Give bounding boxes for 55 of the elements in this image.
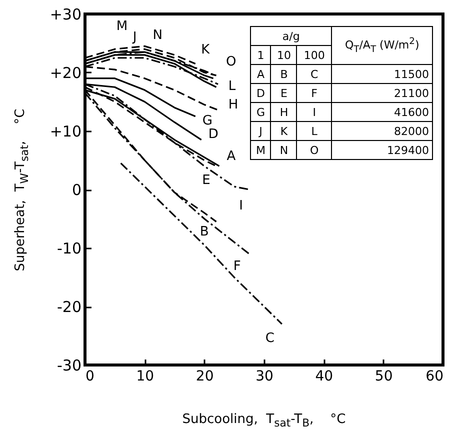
annotation: I [296, 102, 332, 122]
annotation: K [270, 122, 297, 140]
annotation: L [228, 79, 236, 94]
x-tick-label: 10 [136, 368, 154, 384]
annotation: E [202, 173, 210, 188]
annotation: C [296, 64, 332, 84]
annotation: H [228, 98, 238, 113]
y-tick-label: +20 [50, 64, 82, 82]
annotation: 10 [270, 46, 297, 64]
annotation: J [250, 122, 271, 140]
y-tick-label: -10 [57, 240, 82, 258]
x-tick-label: 0 [86, 368, 94, 384]
x-tick-label: 60 [426, 368, 444, 384]
annotation: B [270, 64, 297, 84]
annotation: K [201, 42, 210, 58]
annotation: G [250, 102, 271, 122]
annotation: A [250, 64, 271, 84]
annotation: D [208, 126, 218, 142]
annotation: O [296, 140, 332, 160]
annotation: 21100 [332, 84, 432, 102]
x-tick-label: 40 [315, 368, 334, 384]
annotation: E [270, 84, 297, 102]
annotation: C [265, 331, 274, 346]
annotation: 100 [296, 46, 332, 64]
y-tick-label: +10 [50, 122, 82, 140]
x-tick-label: 20 [196, 368, 214, 384]
y-tick-label: -30 [57, 356, 82, 374]
annotation: 41600 [332, 102, 432, 122]
y-tick-label: 0 [72, 181, 82, 199]
annotation: I [239, 198, 244, 214]
annotation: N [152, 28, 163, 44]
annotation: a/g [250, 26, 332, 46]
annotation: Q$_{T}$/A$_{T}$ (W/m$^{2}$) [332, 26, 432, 64]
y-tick-label: +30 [50, 6, 82, 24]
annotation: A [226, 149, 236, 164]
annotation: 1 [250, 46, 271, 64]
annotation: L [296, 122, 332, 140]
x-axis-title: Subcooling, T$_{sat}$-T$_{B}$, °C [181, 412, 347, 430]
annotation: J [132, 30, 137, 45]
annotation: D [250, 84, 271, 102]
annotation: 11500 [332, 64, 432, 84]
annotation: O [226, 54, 236, 70]
x-tick-label: 50 [374, 368, 393, 384]
annotation: 129400 [332, 140, 432, 160]
annotation: M [250, 140, 271, 160]
annotation: N [270, 140, 297, 160]
annotation: F [233, 258, 241, 274]
x-tick-label: 30 [256, 368, 274, 384]
annotation: 82000 [332, 122, 432, 140]
y-tick-label: -20 [57, 298, 82, 316]
annotation: F [296, 84, 332, 102]
annotation: B [200, 224, 209, 240]
annotation: G [202, 113, 212, 128]
annotation: M [116, 18, 128, 34]
annotation: H [270, 102, 297, 122]
